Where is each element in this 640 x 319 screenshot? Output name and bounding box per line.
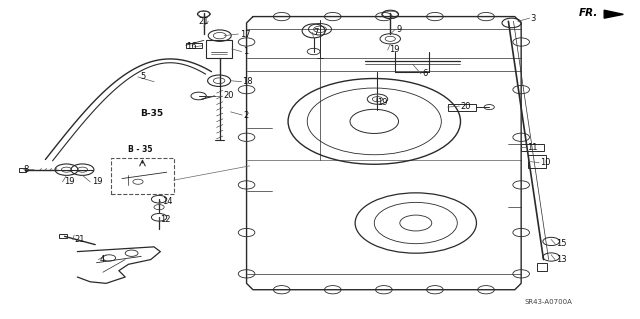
Text: 6: 6: [422, 69, 428, 78]
Text: 2: 2: [243, 111, 248, 120]
Text: 11: 11: [527, 143, 538, 152]
Text: 4: 4: [100, 255, 105, 264]
Text: 21: 21: [74, 235, 84, 244]
Text: B - 35: B - 35: [129, 145, 153, 153]
Text: SR43-A0700A: SR43-A0700A: [524, 299, 572, 305]
Polygon shape: [604, 10, 623, 18]
Text: 20: 20: [223, 92, 234, 100]
Text: 3: 3: [531, 14, 536, 23]
Text: 17: 17: [240, 30, 251, 39]
Text: 10: 10: [540, 158, 551, 167]
Text: 18: 18: [242, 77, 253, 86]
Text: 19: 19: [92, 177, 102, 186]
Text: 8: 8: [23, 165, 28, 174]
Text: 19: 19: [378, 98, 388, 107]
Text: FR.: FR.: [579, 8, 598, 18]
Text: 14: 14: [163, 197, 173, 206]
Text: B-35: B-35: [140, 109, 163, 118]
Text: 12: 12: [161, 215, 171, 224]
Text: 9: 9: [397, 25, 402, 34]
Text: 7: 7: [314, 28, 319, 37]
Text: 21: 21: [198, 17, 209, 26]
Text: 15: 15: [556, 239, 567, 248]
Text: 19: 19: [389, 45, 399, 55]
Text: 16: 16: [186, 42, 196, 51]
Text: 13: 13: [556, 255, 567, 264]
Text: 19: 19: [65, 177, 75, 186]
Text: 5: 5: [140, 72, 145, 81]
Text: 1: 1: [243, 47, 248, 56]
Text: 20: 20: [461, 102, 471, 111]
